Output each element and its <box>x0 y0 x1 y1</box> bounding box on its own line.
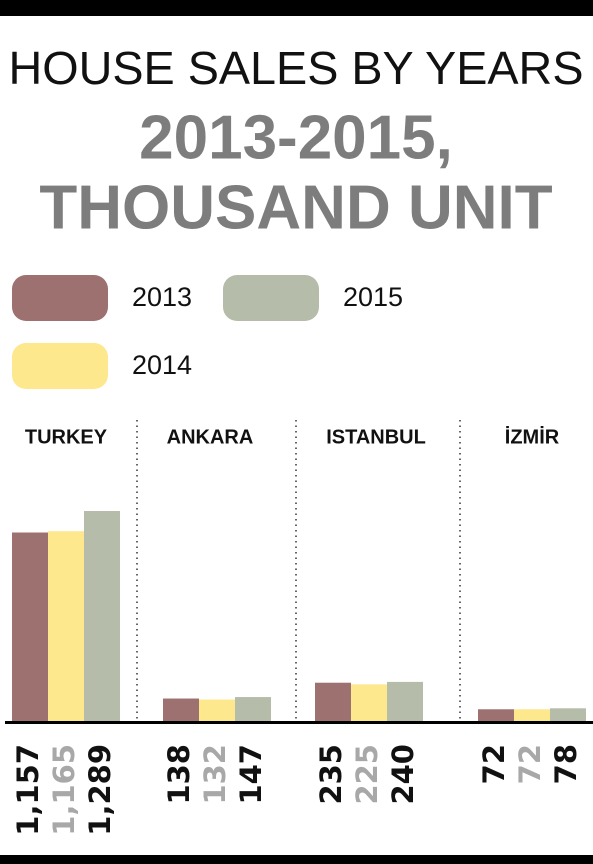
legend-swatch <box>223 275 319 321</box>
bar <box>235 697 271 721</box>
legend-label: 2013 <box>132 282 192 312</box>
separators <box>136 420 461 720</box>
chart-subtitle: 2013-2015, <box>139 103 453 172</box>
legend-swatch <box>12 343 108 389</box>
category-label: İZMİR <box>505 425 560 448</box>
category-label: ANKARA <box>167 426 254 448</box>
value-label: 1,165 <box>47 744 81 836</box>
value-label: 72 <box>513 744 547 784</box>
legend-label: 2015 <box>343 282 403 312</box>
value-label: 138 <box>162 744 196 805</box>
bar <box>550 708 586 721</box>
bar <box>48 531 84 721</box>
value-label: 72 <box>477 744 511 784</box>
value-label: 1,289 <box>83 744 117 836</box>
bar <box>351 684 387 721</box>
value-label: 132 <box>198 744 232 805</box>
bar <box>199 699 235 721</box>
bar <box>514 709 550 721</box>
legend-swatch <box>12 275 108 321</box>
category-label: TURKEY <box>25 426 108 448</box>
bar <box>12 532 48 721</box>
chart-subtitle: THOUSAND UNIT <box>39 173 552 242</box>
bar <box>478 709 514 721</box>
legend-label: 2014 <box>132 350 192 380</box>
chart-title: HOUSE SALES BY YEARS <box>9 42 584 94</box>
value-label: 147 <box>234 744 268 805</box>
bottom-bar <box>0 855 593 864</box>
value-label: 235 <box>314 744 348 805</box>
category-label: ISTANBUL <box>326 426 426 448</box>
bar <box>84 511 120 721</box>
value-label: 240 <box>386 744 420 805</box>
value-label: 78 <box>549 744 583 784</box>
top-bar <box>0 0 593 16</box>
bar <box>315 682 351 721</box>
bar <box>387 681 423 721</box>
value-label: 225 <box>350 744 384 805</box>
bar <box>163 698 199 721</box>
value-label: 1,157 <box>11 744 45 836</box>
